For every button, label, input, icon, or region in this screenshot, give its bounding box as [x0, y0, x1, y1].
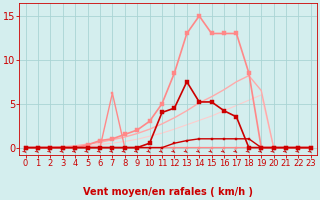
- X-axis label: Vent moyen/en rafales ( km/h ): Vent moyen/en rafales ( km/h ): [83, 187, 253, 197]
